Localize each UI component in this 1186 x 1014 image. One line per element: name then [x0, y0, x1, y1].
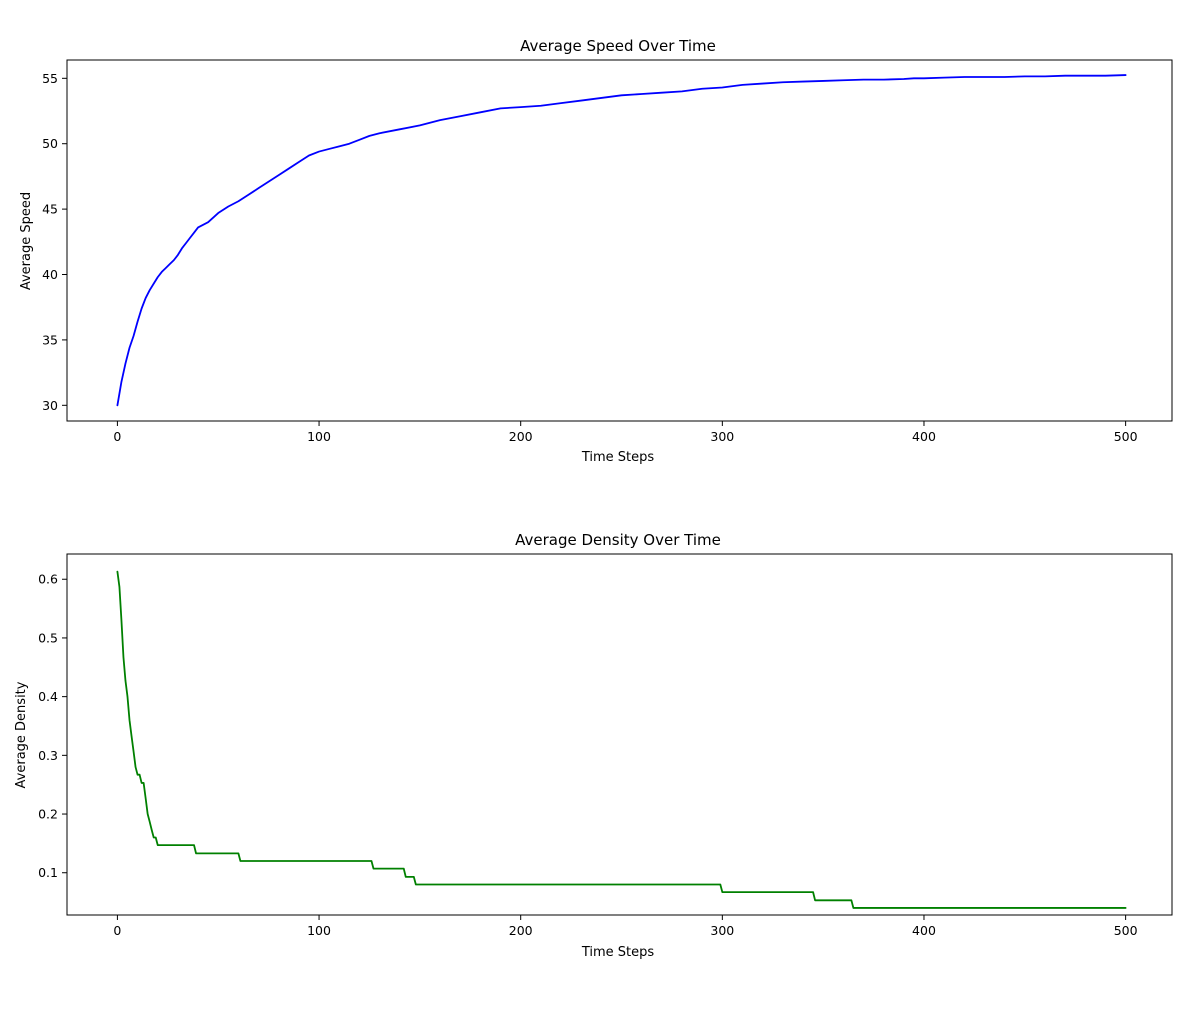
speed-y-tick-label: 50 [42, 136, 58, 151]
density-y-tick-label: 0.1 [38, 865, 58, 880]
speed-series-line [116, 74, 1127, 407]
density-x-axis-label: Time Steps [581, 945, 655, 960]
speed-x-tick-label: 500 [1114, 429, 1138, 444]
speed-y-axis-label: Average Speed [19, 192, 34, 290]
density-chart-title: Average Density Over Time [515, 531, 721, 549]
speed-chart-title: Average Speed Over Time [520, 37, 716, 55]
speed-y-tick-label: 40 [42, 267, 58, 282]
speed-x-axis-label: Time Steps [581, 450, 655, 465]
density-y-tick-label: 0.4 [38, 689, 58, 704]
density-x-tick-label: 100 [307, 923, 331, 938]
speed-y-tick-label: 35 [42, 332, 58, 347]
density-x-tick-label: 300 [710, 923, 734, 938]
density-y-axis-label: Average Density [14, 681, 29, 788]
speed-y-tick-label: 45 [42, 202, 58, 217]
speed-x-tick-label: 400 [912, 429, 936, 444]
density-y-ticks: 0.1 0.2 0.3 0.4 0.5 0.6 [38, 572, 67, 880]
density-x-tick-label: 400 [912, 923, 936, 938]
speed-y-ticks: 30 35 40 45 50 55 [42, 71, 67, 413]
density-series-line [116, 570, 1127, 909]
speed-x-ticks: 0 100 200 300 400 500 [113, 421, 1138, 444]
speed-x-tick-label: 100 [307, 429, 331, 444]
density-y-tick-label: 0.5 [38, 630, 58, 645]
speed-x-tick-label: 200 [509, 429, 533, 444]
density-y-tick-label: 0.3 [38, 748, 58, 763]
density-y-tick-label: 0.6 [38, 572, 58, 587]
speed-y-tick-label: 30 [42, 398, 58, 413]
density-x-tick-label: 500 [1114, 923, 1138, 938]
speed-x-tick-label: 0 [113, 429, 121, 444]
density-x-tick-label: 0 [113, 923, 121, 938]
speed-chart: Average Speed Over Time 0 100 200 300 400 500… [19, 37, 1173, 465]
density-chart: Average Density Over Time 0 100 200 300 400 5… [14, 531, 1173, 960]
speed-plot-frame [66, 59, 1173, 422]
density-x-tick-label: 200 [509, 923, 533, 938]
density-x-ticks: 0 100 200 300 400 500 [113, 915, 1138, 938]
density-y-tick-label: 0.2 [38, 807, 58, 822]
speed-y-tick-label: 55 [42, 71, 58, 86]
density-plot-frame [66, 553, 1173, 916]
speed-x-tick-label: 300 [710, 429, 734, 444]
